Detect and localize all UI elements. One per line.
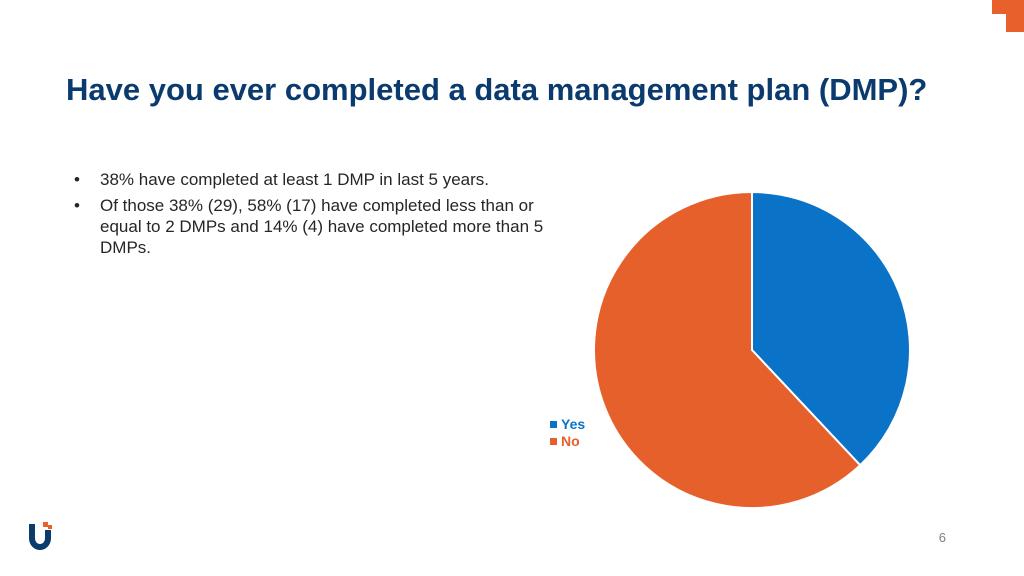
bullet-item: Of those 38% (29), 58% (17) have complet… xyxy=(74,195,574,258)
logo-icon xyxy=(29,522,52,550)
pie-slice-no xyxy=(593,190,862,509)
legend-swatch-no xyxy=(549,437,558,446)
bullet-item: 38% have completed at least 1 DMP in las… xyxy=(74,169,574,190)
corner-accent-icon xyxy=(992,0,1024,32)
legend-label-yes: Yes xyxy=(561,416,586,432)
bullet-list: 38% have completed at least 1 DMP in las… xyxy=(74,169,574,263)
page-title: Have you ever completed a data managemen… xyxy=(66,72,928,107)
chart-legend: Yes No xyxy=(549,416,585,450)
legend-swatch-yes xyxy=(549,420,558,429)
legend-item-no: No xyxy=(549,433,585,450)
legend-label-no: No xyxy=(561,433,580,449)
pie-slice-yes xyxy=(751,190,911,467)
legend-item-yes: Yes xyxy=(549,416,585,433)
page-number: 6 xyxy=(938,530,946,545)
